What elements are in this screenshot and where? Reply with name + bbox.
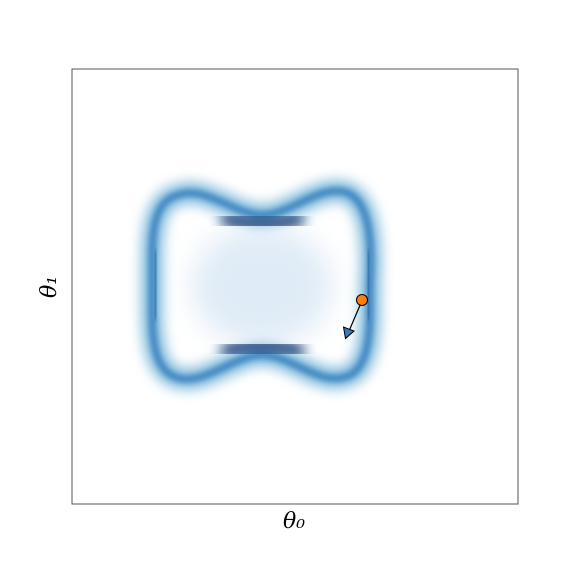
density-edge-left bbox=[152, 249, 159, 321]
y-axis-label: θ₁ bbox=[37, 276, 62, 298]
density-peak-top bbox=[219, 211, 306, 231]
arrow-head bbox=[342, 326, 355, 340]
density-peak-bottom bbox=[219, 339, 306, 359]
x-axis-label: θ₀ bbox=[283, 509, 305, 534]
density-core bbox=[192, 226, 332, 346]
density-ridge bbox=[148, 187, 375, 383]
density bbox=[140, 179, 382, 391]
current-point bbox=[356, 294, 368, 306]
arrow-shaft bbox=[348, 302, 362, 332]
density-edge-right bbox=[365, 249, 372, 321]
